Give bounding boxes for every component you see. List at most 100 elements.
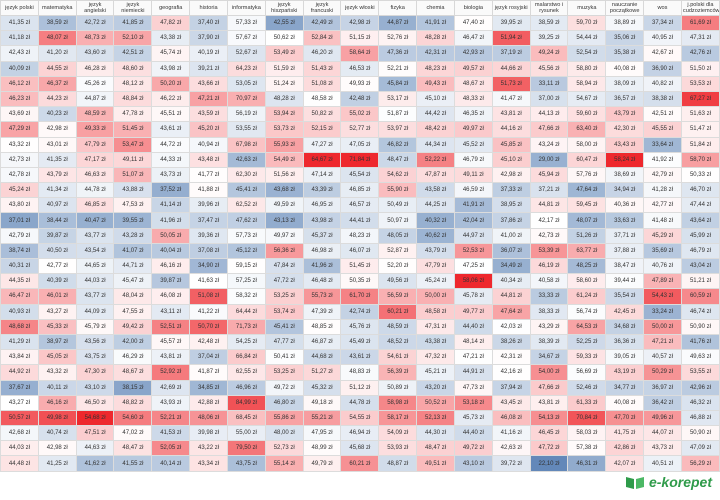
price-cell: 41,88 zł [189,182,228,199]
price-cell: 54,60 zł [113,409,153,427]
price-cell: 41,07 zł [113,242,153,260]
price-cell: 54,49 zł [264,151,304,168]
price-cell: 33,11 zł [529,75,569,92]
price-cell: 47,79 zł [75,136,115,153]
price-cell: 56,74 zł [567,303,607,320]
price-cell: 58,70 zł [680,151,720,168]
price-cell: 48,59 zł [75,106,115,123]
price-cell: 43,34 zł [189,455,228,472]
price-cell: 44,40 zł [453,318,493,335]
price-cell: 47,21 zł [643,333,682,351]
price-cell: 51,12 zł [340,379,380,396]
price-cell: 43,60 zł [75,45,115,62]
price-cell: 37,00 zł [529,90,569,108]
price-cell: 39,55 zł [113,212,153,229]
price-cell: 48,87 zł [378,455,418,472]
table-row: 47,29 zł 42,98 zł 49,33 zł 51,45 zł 43,61 zł… [0,121,720,138]
price-cell: 55,00 zł [226,425,266,442]
price-cell: 45,37 zł [302,227,342,244]
price-cell: 54,43 zł [643,288,682,305]
price-cell: 34,68 zł [605,318,645,335]
price-cell: 43,28 zł [113,227,153,244]
price-cell: 43,22 zł [189,440,228,457]
price-cell: 44,68 zł [302,349,342,366]
table-row: 42,79 zł 39,87 zł 43,77 zł 43,28 zł 50,05 zł… [0,227,720,244]
price-cell: 41,35 zł [0,14,39,32]
table-row: 44,35 zł 40,39 zł 44,03 zł 45,47 zł 39,87 zł… [0,273,720,290]
price-cell: 47,73 zł [453,379,493,396]
column-header: język włoski [340,0,380,16]
price-cell: 49,42 zł [113,318,153,335]
price-cell: 42,96 zł [680,379,720,396]
price-cell: 47,55 zł [113,303,153,320]
price-cell: 42,17 zł [529,212,569,229]
price-cell: 45,57 zł [151,333,191,351]
price-cell: 51,50 zł [680,60,720,77]
price-cell: 58,03 zł [567,425,607,442]
price-cell: 58,60 zł [567,273,607,290]
price-cell: 42,48 zł [189,333,228,351]
price-cell: 52,73 zł [264,440,304,457]
price-cell: 46,08 zł [151,288,191,305]
price-cell: 47,62 zł [226,212,266,229]
price-cell: 46,87 zł [302,333,342,351]
price-cell: 48,05 zł [378,227,418,244]
price-cell: 40,14 zł [151,455,191,472]
price-cell: 45,21 zł [416,364,455,381]
price-cell: 40,76 zł [643,257,682,275]
price-cell: 38,39 zł [529,333,569,351]
price-cell: 44,48 zł [0,455,39,472]
price-cell: 46,31 zł [567,455,607,472]
price-cell: 48,07 zł [567,212,607,229]
price-cell: 49,43 zł [416,75,455,92]
price-cell: 58,32 zł [226,288,266,305]
price-cell: 48,25 zł [567,257,607,275]
price-cell: 48,00 zł [264,425,304,442]
price-cell: 39,96 zł [189,197,228,214]
price-cell: 49,98 zł [37,409,77,427]
price-cell: 47,25 zł [453,257,493,275]
price-cell: 49,33 zł [75,121,115,138]
price-cell: 37,34 zł [643,14,682,32]
price-cell: 50,05 zł [151,227,191,244]
price-cell: 51,87 zł [378,106,418,123]
price-cell: 46,96 zł [226,379,266,396]
price-cell: 41,92 zł [643,151,682,168]
price-cell: 47,14 zł [302,166,342,184]
price-cell: 49,79 zł [302,455,342,472]
price-cell: 42,30 zł [605,121,645,138]
price-cell: 41,87 zł [189,364,228,381]
price-cell: 38,47 zł [605,257,645,275]
price-cell: 48,84 zł [113,90,153,108]
price-cell: 47,31 zł [680,30,720,47]
table-row: 42,68 zł 40,74 zł 47,51 zł 47,02 zł 41,53 zł… [0,425,720,442]
price-cell: 46,22 zł [151,90,191,108]
price-cell: 41,14 zł [151,197,191,214]
price-cell: 35,38 zł [605,45,645,62]
table-row: 50,57 zł 49,98 zł 54,68 zł 54,60 zł 52,21 zł… [0,409,720,427]
price-cell: 46,01 zł [37,288,77,305]
price-cell: 56,19 zł [226,106,266,123]
price-cell: 50,89 zł [378,379,418,396]
price-cell: 47,40 zł [453,14,493,32]
price-cell: 52,92 zł [151,364,191,381]
price-cell: 46,88 zł [680,409,720,427]
price-cell: 42,88 zł [189,394,228,411]
price-cell: 63,40 zł [567,121,607,138]
price-cell: 60,21 zł [340,455,380,472]
price-cell: 48,58 zł [302,90,342,108]
price-cell: 51,26 zł [567,227,607,244]
price-cell: 46,79 zł [680,242,720,260]
price-cell: 48,47 zł [378,151,418,168]
price-cell: 46,45 zł [529,425,569,442]
price-cell: 46,35 zł [453,106,493,123]
price-cell: 54,44 zł [567,30,607,47]
price-cell: 40,95 zł [643,30,682,47]
price-cell: 42,72 zł [75,14,115,32]
price-cell: 44,16 zł [491,121,531,138]
price-cell: 54,13 zł [529,409,569,427]
price-cell: 47,21 zł [453,349,493,366]
price-cell: 56,29 zł [680,455,720,472]
price-cell: 46,32 zł [680,394,720,411]
price-cell: 39,44 zł [605,273,645,290]
